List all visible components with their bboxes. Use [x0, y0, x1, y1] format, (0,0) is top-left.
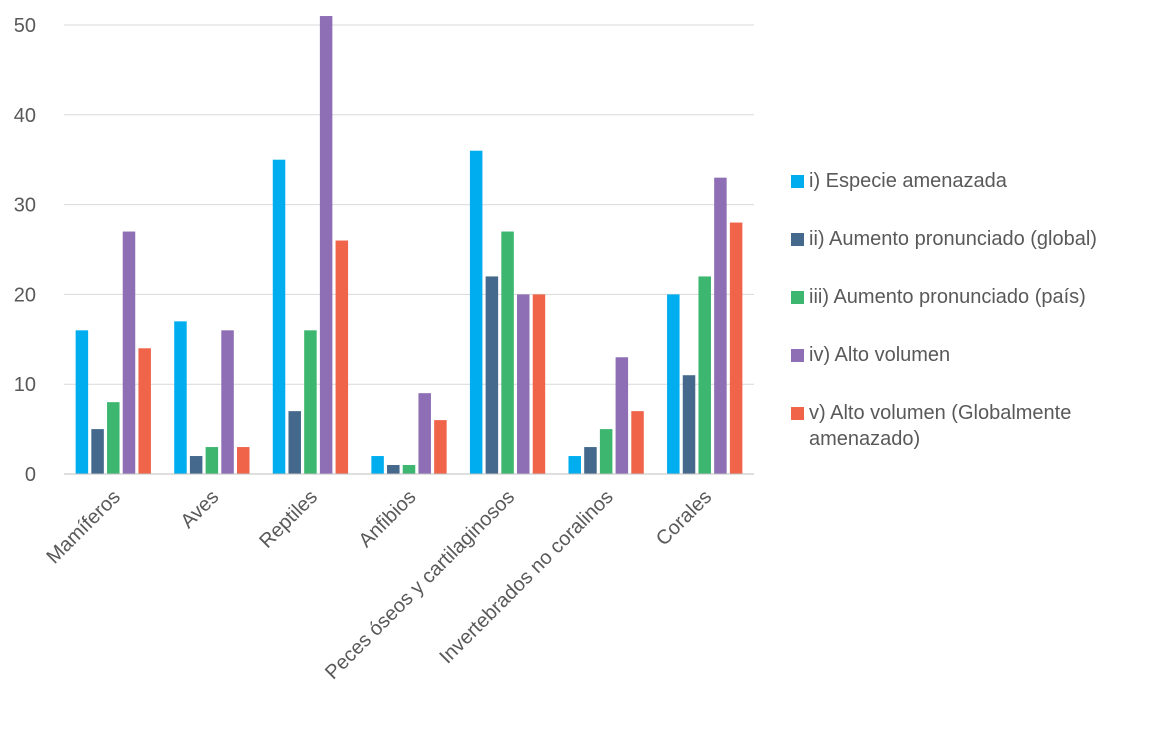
legend-label: v) Alto volumen (Globalmente amenazado) — [809, 402, 1072, 450]
bar — [729, 222, 743, 474]
bar — [221, 330, 234, 474]
legend-swatch — [791, 291, 804, 304]
bar — [371, 456, 384, 474]
legend-item: iv) Alto volumen — [791, 342, 1171, 368]
legend-item: v) Alto volumen (Globalmente amenazado) — [791, 400, 1171, 452]
bar — [682, 375, 696, 474]
legend-label: iv) Alto volumen — [809, 344, 951, 366]
bar — [387, 465, 400, 474]
y-tick-label: 30 — [14, 195, 36, 217]
y-tick-label: 40 — [14, 105, 36, 127]
bar — [434, 420, 447, 474]
x-tick-label: Anfibios — [355, 486, 421, 552]
bar — [698, 276, 711, 474]
x-tick-label: Aves — [177, 486, 224, 533]
bar — [319, 16, 333, 475]
legend-swatch — [791, 407, 804, 420]
bar — [631, 411, 644, 474]
bar — [107, 402, 120, 474]
bar — [138, 348, 151, 474]
bar — [599, 429, 613, 474]
y-tick-label: 0 — [25, 464, 36, 486]
legend-swatch — [791, 233, 804, 246]
bar — [485, 276, 499, 474]
bar — [469, 150, 483, 474]
bar — [501, 231, 514, 474]
legend-label: iii) Aumento pronunciado (país) — [809, 286, 1086, 308]
bar — [205, 447, 219, 474]
bar — [418, 393, 431, 474]
bar — [237, 447, 250, 474]
bar — [532, 294, 546, 474]
bar — [174, 321, 187, 474]
bar — [288, 411, 301, 474]
legend-item: iii) Aumento pronunciado (país) — [791, 284, 1171, 310]
bar — [91, 429, 104, 474]
bar — [304, 330, 317, 474]
legend-label: ii) Aumento pronunciado (global) — [809, 228, 1097, 250]
legend-item: ii) Aumento pronunciado (global) — [791, 226, 1171, 252]
bar — [517, 294, 530, 474]
bar — [584, 447, 597, 474]
bar — [122, 231, 136, 474]
bar — [402, 465, 416, 474]
bar — [667, 294, 680, 474]
bar — [75, 330, 89, 474]
gridlines — [64, 24, 754, 385]
legend-swatch — [791, 175, 804, 188]
x-tick-label: Peces óseos y cartilaginosos — [321, 486, 519, 684]
x-tick-label: Corales — [652, 486, 716, 550]
y-tick-label: 20 — [14, 284, 36, 306]
y-tick-label: 10 — [14, 374, 36, 396]
legend-label: i) Especie amenazada — [809, 170, 1007, 192]
y-axis-tick-labels: 0 10 20 30 40 50 — [14, 15, 36, 486]
x-tick-label: Reptiles — [255, 486, 322, 553]
bar — [335, 240, 349, 474]
legend-swatch — [791, 349, 804, 362]
x-tick-label: Mamíferos — [42, 486, 124, 568]
x-tick-label: Invertebrados no coralinos — [435, 486, 617, 668]
bar — [189, 456, 203, 474]
bar — [714, 177, 727, 474]
bar — [568, 456, 581, 474]
bar-series-group — [75, 16, 743, 475]
bar — [615, 357, 629, 474]
bar — [272, 159, 286, 474]
y-tick-label: 50 — [14, 15, 36, 37]
legend-item: i) Especie amenazada — [791, 168, 1171, 194]
